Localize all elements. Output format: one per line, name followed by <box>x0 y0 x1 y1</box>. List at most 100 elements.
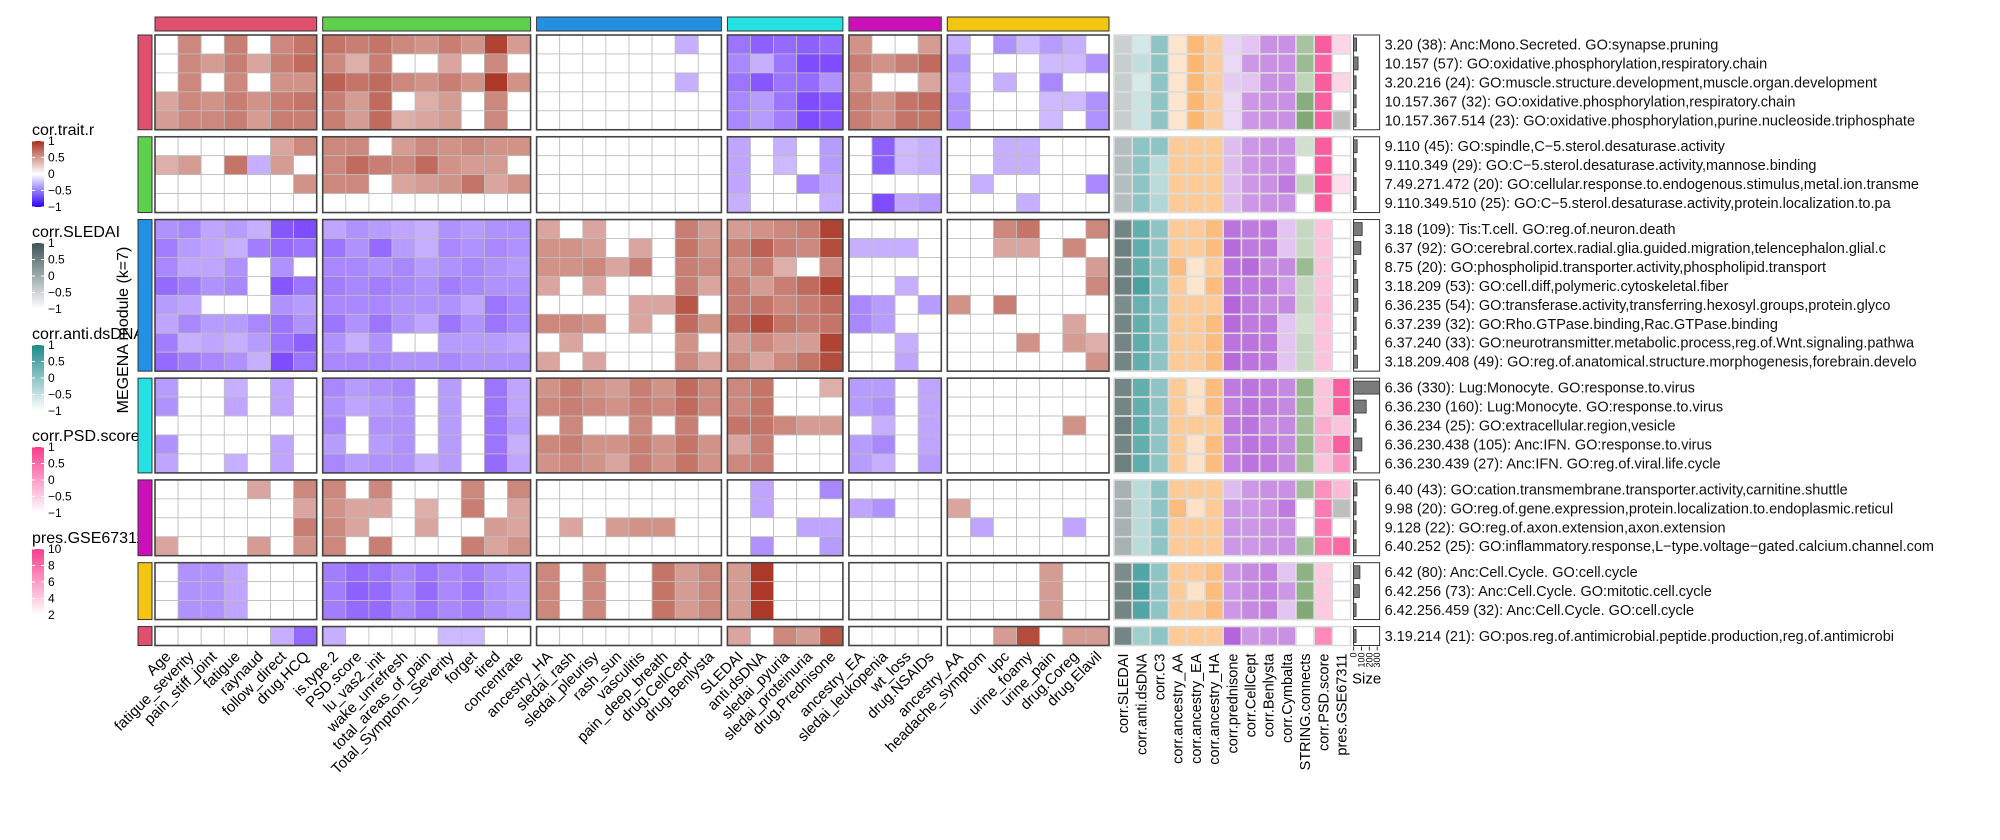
annotation-cell <box>1131 561 1152 583</box>
heatmap-cell <box>796 219 821 239</box>
annotation-cell <box>1186 415 1206 436</box>
heatmap-cell <box>796 313 821 334</box>
heatmap-cell <box>796 193 821 213</box>
annotation-cell <box>1149 173 1170 195</box>
heatmap-cell <box>773 155 798 176</box>
heatmap-cell <box>507 562 532 583</box>
annotation-cell <box>1240 415 1261 436</box>
heatmap-cell <box>246 581 271 602</box>
row-group-bar <box>137 219 153 372</box>
annotation-cell <box>1240 192 1261 214</box>
heatmap-block-border <box>535 34 723 131</box>
annotation-cell <box>1277 599 1297 621</box>
annotation-cell <box>1204 498 1225 519</box>
heatmap-cell <box>871 396 896 417</box>
annotation-cell <box>1131 173 1152 195</box>
annotation-cell <box>1222 498 1243 519</box>
heatmap-cell <box>796 377 821 398</box>
heatmap-cell <box>946 517 971 538</box>
annotation-cell <box>1295 561 1316 583</box>
heatmap-cell <box>507 600 532 620</box>
heatmap-cell <box>368 91 393 112</box>
heatmap-cell <box>1016 396 1041 417</box>
heatmap-cell <box>507 238 532 258</box>
annotation-cell <box>1295 192 1316 214</box>
heatmap-cell <box>246 517 271 538</box>
heatmap-cell <box>674 536 699 557</box>
annotation-cell <box>1277 237 1297 259</box>
annotation-cell <box>1313 154 1334 176</box>
annotation-cell <box>1295 294 1316 316</box>
annotation-cell <box>1277 377 1297 398</box>
heatmap-cell <box>293 72 318 93</box>
heatmap-cell <box>322 294 347 315</box>
annotation-cell <box>1131 135 1152 157</box>
heatmap-cell <box>727 332 751 353</box>
row-label: 9.98 (20): GO:reg.of.gene.expression,pro… <box>1385 501 1894 517</box>
heatmap-cell <box>414 377 439 398</box>
annotation-cell <box>1167 256 1188 278</box>
heatmap-cell <box>1085 562 1110 583</box>
heatmap-cell <box>437 434 462 455</box>
heatmap-cell <box>200 377 225 398</box>
heatmap-cell <box>345 453 370 474</box>
heatmap-cell <box>270 155 295 176</box>
heatmap-cell <box>460 155 485 176</box>
heatmap-block-border <box>154 561 318 621</box>
annotation-label: corr.PSD.score <box>1316 654 1332 752</box>
heatmap-cell <box>819 377 844 398</box>
heatmap-cell <box>970 275 994 296</box>
heatmap-cell <box>894 91 919 112</box>
heatmap-cell <box>1062 396 1087 417</box>
annotation-cell <box>1295 332 1316 354</box>
heatmap-cell <box>848 219 873 239</box>
heatmap-cell <box>674 434 699 455</box>
heatmap-cell <box>848 351 873 372</box>
heatmap-cell <box>651 396 676 417</box>
heatmap-cell <box>628 294 653 315</box>
heatmap-cell <box>727 536 751 557</box>
annotation-cell <box>1258 498 1279 519</box>
annotation-cell <box>1240 237 1261 259</box>
heatmap-cell <box>507 453 532 474</box>
annotation-cell <box>1277 396 1297 417</box>
heatmap-cell <box>1039 91 1064 112</box>
annotation-cell <box>1186 453 1206 474</box>
heatmap-cell <box>697 396 722 417</box>
heatmap-cell <box>437 453 462 474</box>
annotation-cell <box>1258 479 1279 500</box>
annotation-cell <box>1186 72 1206 93</box>
heatmap-cell <box>628 53 653 74</box>
annotation-cell <box>1113 580 1134 602</box>
heatmap-cell <box>582 110 607 131</box>
heatmap-cell <box>1085 479 1110 500</box>
heatmap-cell <box>819 332 844 353</box>
heatmap-cell <box>674 498 699 519</box>
heatmap-block-border <box>154 479 318 557</box>
heatmap-cell <box>391 626 416 646</box>
heatmap-cell <box>246 174 271 194</box>
heatmap-cell <box>750 174 775 194</box>
heatmap-block-border <box>848 561 943 621</box>
heatmap-cell <box>871 332 896 353</box>
row-label: 9.110.349 (29): GO:C−5.sterol.desaturase… <box>1385 158 1817 174</box>
heatmap-cell <box>674 581 699 602</box>
heatmap-cell <box>507 479 532 500</box>
heatmap-cell <box>322 72 347 93</box>
heatmap-cell <box>270 351 295 372</box>
legend-tick-label: 0.5 <box>48 457 65 471</box>
heatmap-cell <box>674 72 699 93</box>
annotation-cell <box>1331 351 1352 372</box>
heatmap-cell <box>605 136 630 157</box>
annotation-cell <box>1149 599 1170 621</box>
annotation-cell <box>1313 110 1334 131</box>
row-label: 6.37.239 (32): GO:Rho.GTPase.binding,Rac… <box>1385 317 1778 333</box>
heatmap-cell <box>1085 155 1110 176</box>
heatmap-cell <box>894 351 919 372</box>
heatmap-cell <box>460 377 485 398</box>
heatmap-cell <box>946 174 971 194</box>
heatmap-cell <box>322 517 347 538</box>
annotation-cell <box>1258 237 1279 259</box>
annotation-label: pres.GSE67311 <box>1335 654 1351 756</box>
heatmap-cell <box>819 626 844 646</box>
